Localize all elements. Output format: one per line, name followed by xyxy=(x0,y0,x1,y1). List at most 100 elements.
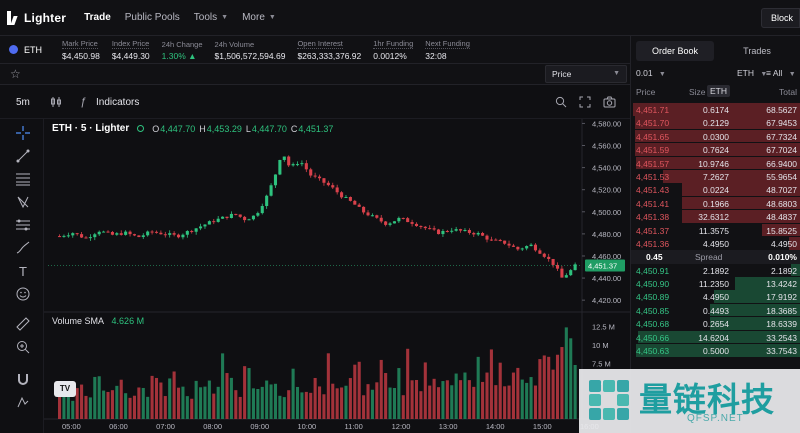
fib-icon[interactable] xyxy=(15,218,31,234)
book-filter-select[interactable]: ≡ All ▼ xyxy=(766,68,796,78)
x-tick-label: 07:00 xyxy=(156,422,175,431)
y-tick-label: 4,460.00 xyxy=(592,252,621,261)
volume-bar xyxy=(163,396,167,419)
candle-body xyxy=(428,228,432,230)
row-size: 2.1892 xyxy=(703,265,729,276)
row-total: 55.9654 xyxy=(766,171,797,182)
tab-trades[interactable]: Trades xyxy=(743,46,771,56)
ruler-icon[interactable] xyxy=(15,317,31,333)
candle-body xyxy=(234,213,238,215)
candle-body xyxy=(172,233,176,235)
order-book-controls: 0.01 ▼ ETH ▼ ≡ All ▼ xyxy=(631,64,800,82)
status-dot-icon xyxy=(137,125,145,132)
volume-bar xyxy=(106,391,110,419)
candle-body xyxy=(335,187,339,193)
row-total: 18.3685 xyxy=(766,305,797,316)
crosshair-icon[interactable] xyxy=(15,126,31,142)
volume-bar xyxy=(370,389,374,419)
volume-bar xyxy=(256,388,260,419)
fullscreen-icon[interactable] xyxy=(579,96,591,111)
candle-body xyxy=(564,275,568,278)
market-selector[interactable]: ETH xyxy=(9,45,42,55)
bid-row[interactable]: 4,450.85 0.4493 18.3685 xyxy=(631,303,800,317)
zoom-reset-icon[interactable] xyxy=(555,96,567,111)
candle-body xyxy=(260,206,264,214)
row-size: 32.6312 xyxy=(698,212,729,223)
volume-bar xyxy=(313,377,317,419)
bid-row[interactable]: 4,450.68 0.2654 18.6339 xyxy=(631,317,800,330)
candle-body xyxy=(163,234,167,236)
nav-tools[interactable]: Tools ▼ xyxy=(193,12,229,23)
volume-value: 4.626 M xyxy=(111,316,145,326)
timeframe-button[interactable]: 5m xyxy=(16,97,30,108)
spread-label: Spread xyxy=(695,252,723,263)
candle-body xyxy=(520,248,524,250)
candle-body xyxy=(207,221,211,225)
star-icon[interactable]: ☆ xyxy=(10,67,21,81)
tradingview-logo[interactable]: TV xyxy=(54,381,76,397)
price-select[interactable]: Price ▼ xyxy=(545,65,627,83)
brand-logo[interactable]: Lighter xyxy=(7,10,66,25)
bid-row[interactable]: 4,450.91 2.1892 2.1892 xyxy=(631,263,800,277)
candle-body xyxy=(340,192,344,198)
volume-bar xyxy=(573,364,577,419)
ask-row[interactable]: 4,451.41 0.1966 48.6803 xyxy=(631,196,800,210)
volume-bar xyxy=(384,373,388,419)
ask-row[interactable]: 4,451.37 11.3575 15.8525 xyxy=(631,223,800,237)
candle-type-icon[interactable] xyxy=(50,96,62,111)
ask-row[interactable]: 4,451.38 32.6312 48.4837 xyxy=(631,210,800,223)
trend-line-icon[interactable] xyxy=(15,149,31,165)
emoji-icon[interactable] xyxy=(15,287,31,303)
ask-row[interactable]: 4,451.59 0.7624 67.7024 xyxy=(631,143,800,156)
text-tool-icon[interactable]: T xyxy=(19,264,27,279)
nav-public-pools[interactable]: Public Pools xyxy=(124,12,180,23)
camera-icon[interactable] xyxy=(603,96,616,111)
x-tick-label: 10:00 xyxy=(297,422,316,431)
pattern-icon[interactable] xyxy=(15,195,31,211)
order-book-header: Price Size ETH Total xyxy=(631,84,800,100)
volume-bar xyxy=(547,356,551,419)
candle-body xyxy=(194,228,198,232)
watermark-text-cn: 量链科技 xyxy=(639,380,775,419)
depth-bar xyxy=(682,196,800,210)
price-chart[interactable]: 4,580.00 4,560.00 4,540.00 4,520.00 4,500.00… xyxy=(44,119,630,433)
tick-size-select[interactable]: 0.01 ▼ xyxy=(636,68,666,78)
candle-body xyxy=(419,226,423,228)
ask-row[interactable]: 4,451.53 7.2627 55.9654 xyxy=(631,169,800,183)
lock-draw-icon[interactable] xyxy=(15,395,31,411)
magnet-icon[interactable] xyxy=(15,372,31,388)
volume-bar xyxy=(225,373,229,419)
volume-bar xyxy=(181,386,185,419)
volume-bar xyxy=(229,377,233,419)
bid-row[interactable]: 4,450.89 4.4950 17.9192 xyxy=(631,290,800,304)
block-button[interactable]: Block xyxy=(760,8,800,28)
nav-more[interactable]: More ▼ xyxy=(242,12,276,23)
brush-icon[interactable] xyxy=(15,241,31,257)
bid-row[interactable]: 4,450.66 14.6204 33.2543 xyxy=(631,330,800,344)
ask-row[interactable]: 4,451.71 0.6174 68.5627 xyxy=(631,103,800,116)
x-tick-label: 11:00 xyxy=(345,422,363,431)
ask-row[interactable]: 4,451.43 0.0224 48.7027 xyxy=(631,183,800,196)
zoom-in-icon[interactable] xyxy=(15,340,31,356)
drawing-toolbar: T xyxy=(0,119,44,433)
bid-row[interactable]: 4,450.63 0.5000 33.7543 xyxy=(631,344,800,357)
volume-bar xyxy=(555,354,560,419)
ask-row[interactable]: 4,451.70 0.2129 67.9453 xyxy=(631,116,800,129)
bid-row[interactable]: 4,450.90 11.2350 13.4242 xyxy=(631,277,800,290)
candle-body xyxy=(176,234,181,238)
size-asset-select[interactable]: ETH ▼ xyxy=(737,68,768,78)
volume-bar xyxy=(450,385,454,419)
tab-order-book[interactable]: Order Book xyxy=(636,41,714,61)
volume-bar xyxy=(485,372,489,419)
volume-bar xyxy=(295,386,300,419)
indicators-button[interactable]: Indicators xyxy=(96,97,140,108)
ask-row[interactable]: 4,451.65 0.0300 67.7324 xyxy=(631,129,800,143)
candle-body xyxy=(459,229,463,231)
ask-row[interactable]: 4,451.36 4.4950 4.4950 xyxy=(631,236,800,250)
volume-bar xyxy=(322,394,326,419)
horizontal-lines-icon[interactable] xyxy=(15,172,31,188)
ask-row[interactable]: 4,451.57 10.9746 66.9400 xyxy=(631,156,800,170)
nav-trade[interactable]: Trade xyxy=(84,12,111,23)
candle-body xyxy=(58,236,62,238)
row-size: 0.2654 xyxy=(703,319,729,330)
